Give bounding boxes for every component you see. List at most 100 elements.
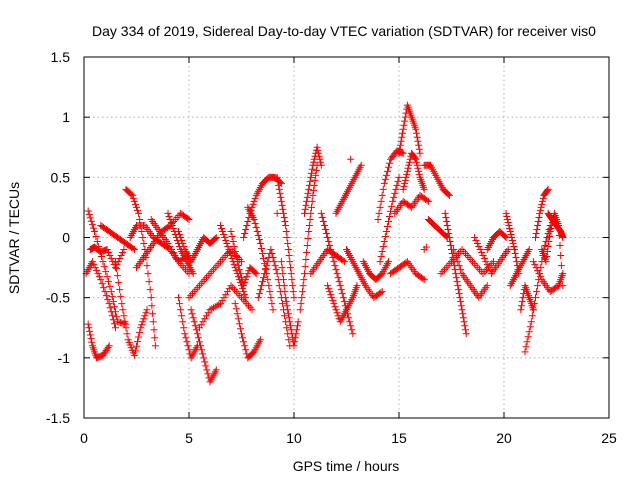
data-point (305, 227, 313, 235)
data-point (282, 294, 290, 302)
data-point (502, 209, 510, 217)
data-point (462, 326, 469, 334)
data-point (390, 193, 398, 201)
data-point (146, 286, 154, 294)
data-point (289, 282, 297, 290)
track-arc-03 (84, 207, 130, 328)
data-point (242, 294, 250, 302)
data-point (286, 258, 294, 266)
x-tick-label: 5 (185, 430, 193, 446)
data-point (414, 164, 422, 172)
data-point (103, 273, 111, 281)
data-point (312, 166, 320, 174)
data-point (100, 263, 108, 271)
data-point (415, 141, 423, 149)
data-point (522, 343, 530, 351)
data-point (187, 306, 195, 314)
data-point (257, 245, 265, 253)
data-point (164, 209, 172, 217)
data-point (289, 288, 297, 296)
track-arc-06 (112, 258, 151, 359)
data-point (273, 173, 281, 181)
data-point (144, 270, 152, 278)
track-arc-14 (187, 306, 220, 386)
data-point (532, 234, 539, 241)
track-arc-45 (483, 227, 510, 254)
data-point (288, 276, 296, 284)
track-arc-01 (84, 320, 113, 362)
data-point (130, 197, 138, 205)
data-point (222, 291, 230, 299)
axis-ticks (83, 56, 610, 419)
data-point (304, 235, 312, 243)
data-point (335, 278, 343, 286)
data-point (415, 145, 423, 153)
data-point (108, 293, 116, 301)
data-point (395, 149, 403, 157)
data-point (385, 258, 392, 266)
track-arc-25 (296, 161, 321, 314)
data-point (254, 231, 262, 239)
data-point (476, 246, 484, 254)
data-point (140, 240, 148, 248)
data-point (88, 258, 96, 266)
data-point (504, 246, 512, 254)
data-point (298, 288, 306, 296)
data-point (232, 305, 240, 313)
data-point (139, 234, 147, 241)
data-point (314, 146, 322, 154)
data-point (90, 261, 98, 269)
data-point (385, 217, 392, 225)
data-point (301, 270, 308, 278)
data-point (166, 215, 174, 223)
data-point (375, 209, 383, 217)
data-point (378, 248, 386, 256)
data-point (325, 285, 333, 293)
data-point (108, 312, 116, 320)
data-point (145, 278, 153, 286)
data-point (102, 268, 110, 276)
track-arc-30 (332, 161, 365, 217)
data-point (557, 252, 565, 260)
data-point (262, 266, 270, 274)
data-point (280, 213, 288, 221)
data-point (229, 238, 237, 246)
data-point (94, 270, 102, 278)
data-point (120, 246, 128, 254)
data-point (92, 232, 100, 240)
data-point (278, 201, 286, 209)
data-point (87, 217, 95, 225)
data-point (256, 286, 264, 294)
data-point (106, 304, 114, 312)
data-point (327, 246, 335, 254)
data-point (304, 189, 312, 197)
data-point (300, 276, 308, 284)
data-point (529, 306, 537, 314)
data-point (461, 322, 469, 330)
data-point (533, 288, 541, 296)
data-point (504, 215, 511, 223)
data-point (167, 218, 175, 226)
data-point (471, 234, 479, 241)
data-point (233, 310, 241, 318)
data-point (121, 318, 129, 326)
data-point (385, 163, 392, 171)
data-point (451, 250, 459, 258)
data-point (331, 303, 339, 311)
data-point (282, 227, 290, 235)
data-point (185, 215, 193, 223)
data-point (559, 282, 567, 290)
data-point (103, 246, 111, 254)
data-point (306, 215, 314, 223)
data-point (455, 262, 463, 270)
data-point (259, 250, 266, 258)
data-point (104, 296, 112, 304)
data-point (400, 182, 408, 190)
track-arc-35 (395, 101, 424, 157)
data-point (256, 240, 264, 248)
data-point (117, 293, 125, 301)
data-point (238, 330, 245, 338)
data-point (325, 238, 333, 246)
data-point (290, 342, 298, 350)
data-point (115, 279, 123, 287)
